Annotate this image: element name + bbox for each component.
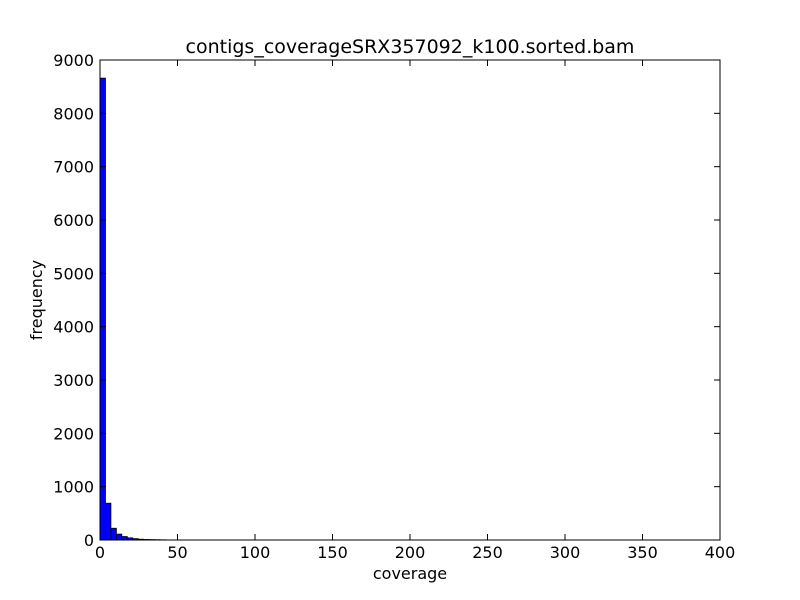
y-tick-label: 8000 [53,104,94,123]
x-tick-label: 100 [240,543,271,562]
histogram-bar [121,536,128,541]
y-tick-label: 4000 [53,318,94,337]
y-tick-label: 7000 [53,158,94,177]
x-tick-label: 0 [95,543,105,562]
histogram-bar [105,502,112,541]
x-tick-label: 250 [472,543,503,562]
y-tick-label: 3000 [53,371,94,390]
y-tick-label: 6000 [53,211,94,230]
x-axis-label: coverage [373,564,447,583]
y-axis-label: frequency [27,260,46,340]
histogram-bar [115,533,123,541]
ticks-group: 0 50 100 150 200 250 300 350 4000100020003000400… [53,51,735,562]
x-tick-label: 150 [317,543,348,562]
x-tick-label: 300 [550,543,581,562]
plot-frame [99,59,721,541]
x-tick-label: 50 [167,543,187,562]
x-tick-label: 200 [395,543,426,562]
chart-title: contigs_coverageSRX357092_k100.sorted.ba… [186,36,635,58]
y-tick-label: 0 [84,531,94,550]
histogram-bar [99,77,106,541]
y-tick-label: 2000 [53,424,94,443]
x-tick-label: 400 [705,543,736,562]
y-tick-label: 9000 [53,51,94,70]
y-tick-label: 1000 [53,478,94,497]
y-tick-label: 5000 [53,264,94,283]
x-tick-label: 350 [627,543,658,562]
histogram-bar [110,527,117,541]
